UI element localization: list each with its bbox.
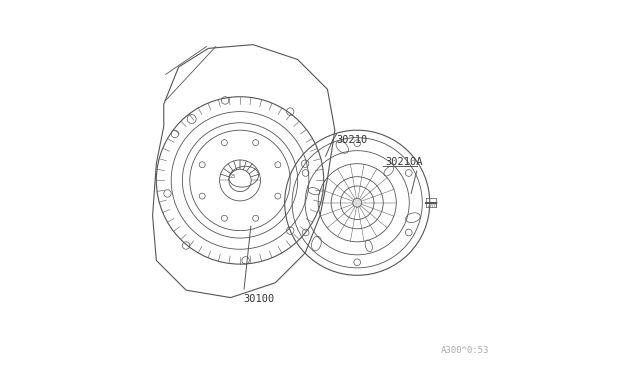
Circle shape [353, 198, 362, 207]
Text: 25: 25 [230, 174, 236, 179]
Text: 30210: 30210 [337, 135, 368, 144]
Text: A300^0:53: A300^0:53 [441, 346, 489, 355]
Text: 30100: 30100 [244, 295, 275, 304]
Text: 30210A: 30210A [385, 157, 422, 167]
